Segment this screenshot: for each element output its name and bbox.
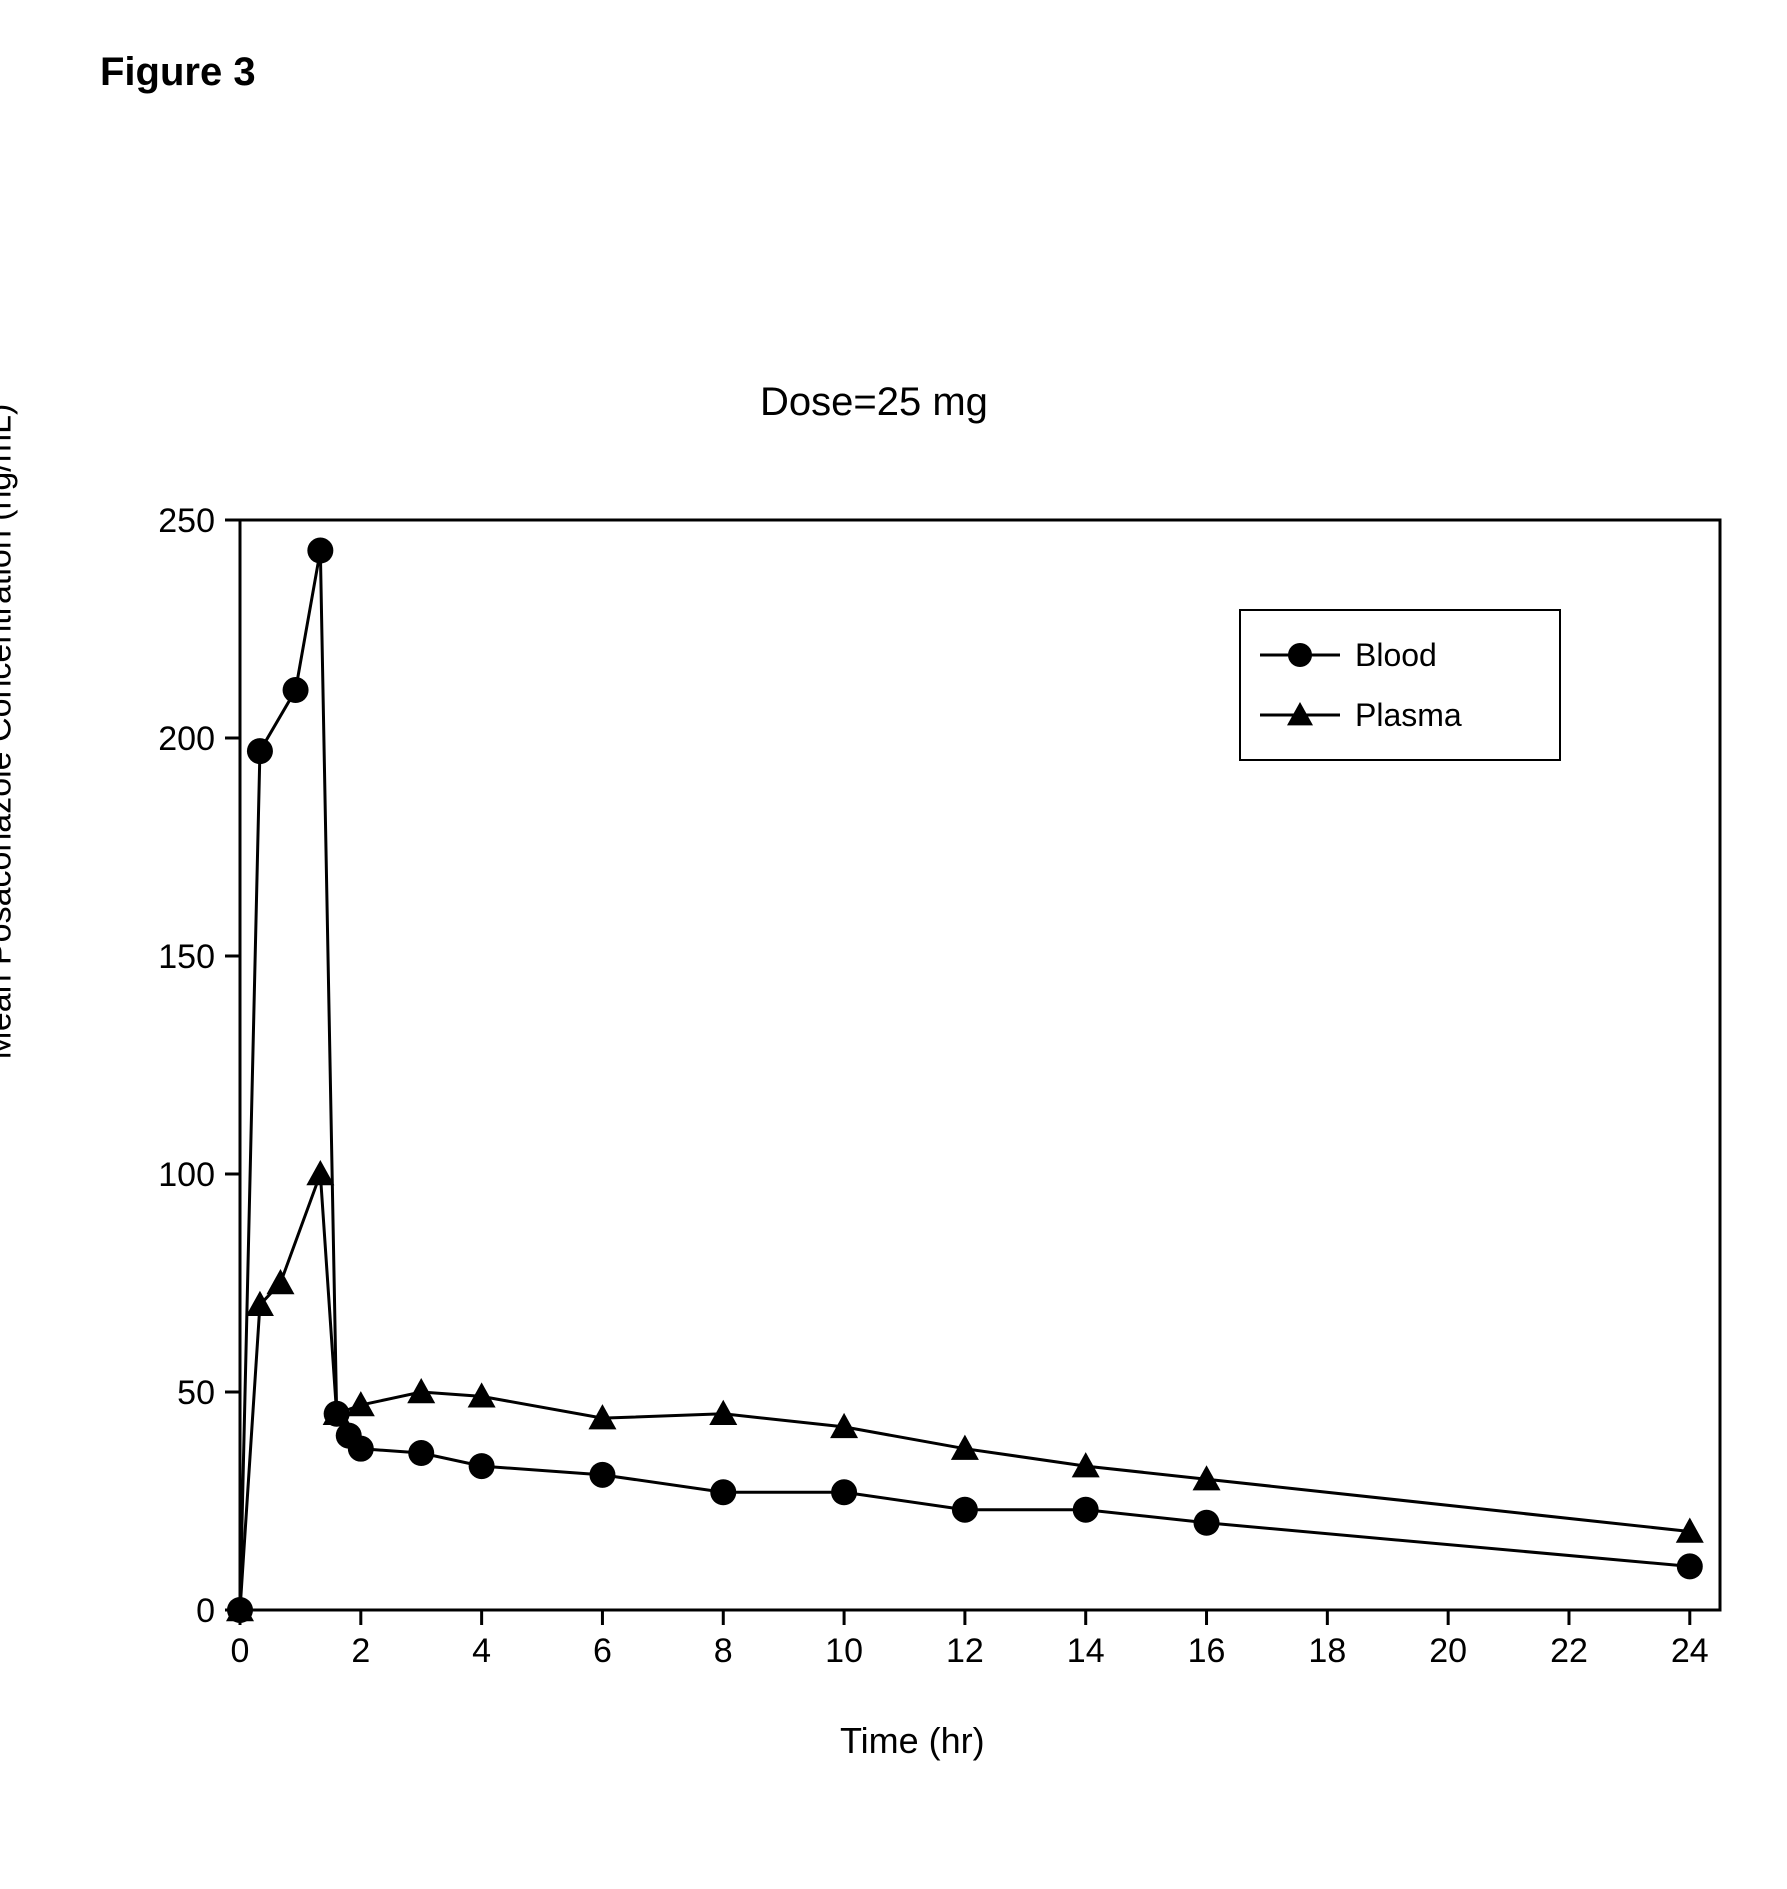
marker-triangle <box>407 1378 435 1403</box>
marker-circle <box>469 1453 495 1479</box>
marker-circle <box>307 538 333 564</box>
svg-text:20: 20 <box>1429 1632 1467 1670</box>
svg-text:0: 0 <box>196 1592 215 1630</box>
marker-circle <box>831 1479 857 1505</box>
marker-circle <box>710 1479 736 1505</box>
legend-label: Blood <box>1355 637 1437 673</box>
marker-circle <box>952 1497 978 1523</box>
svg-text:8: 8 <box>714 1632 733 1670</box>
x-axis-label: Time (hr) <box>840 1720 985 1762</box>
svg-text:150: 150 <box>158 938 215 976</box>
svg-text:12: 12 <box>946 1632 984 1670</box>
svg-text:14: 14 <box>1067 1632 1105 1670</box>
marker-circle <box>247 738 273 764</box>
marker-circle <box>348 1436 374 1462</box>
marker-circle <box>589 1462 615 1488</box>
svg-text:24: 24 <box>1671 1632 1709 1670</box>
svg-text:50: 50 <box>177 1374 215 1412</box>
marker-circle <box>283 677 309 703</box>
svg-text:4: 4 <box>472 1632 491 1670</box>
y-axis-label: Mean Posaconazole Concentration (ng/mL) <box>0 404 20 1060</box>
marker-circle <box>1073 1497 1099 1523</box>
svg-text:0: 0 <box>231 1632 250 1670</box>
svg-text:16: 16 <box>1188 1632 1226 1670</box>
marker-triangle <box>306 1160 334 1185</box>
marker-circle <box>1677 1553 1703 1579</box>
marker-circle <box>408 1440 434 1466</box>
chart-svg: 024681012141618202224 050100150200250 Bl… <box>60 490 1740 1750</box>
figure-label: Figure 3 <box>100 50 256 95</box>
marker-triangle <box>709 1400 737 1425</box>
marker-circle <box>1194 1510 1220 1536</box>
svg-text:250: 250 <box>158 502 215 540</box>
marker-triangle <box>266 1269 294 1294</box>
figure-container: Figure 3 Dose=25 mg 02468101214161820222… <box>40 40 1747 1849</box>
svg-text:6: 6 <box>593 1632 612 1670</box>
series-line-plasma <box>240 1174 1690 1610</box>
legend-box <box>1240 610 1560 760</box>
svg-text:2: 2 <box>351 1632 370 1670</box>
legend-label: Plasma <box>1355 697 1462 733</box>
svg-text:10: 10 <box>825 1632 863 1670</box>
svg-text:100: 100 <box>158 1156 215 1194</box>
chart-title: Dose=25 mg <box>760 380 988 425</box>
legend-marker-circle <box>1288 643 1312 667</box>
svg-text:18: 18 <box>1308 1632 1346 1670</box>
svg-text:22: 22 <box>1550 1632 1588 1670</box>
svg-text:200: 200 <box>158 720 215 758</box>
